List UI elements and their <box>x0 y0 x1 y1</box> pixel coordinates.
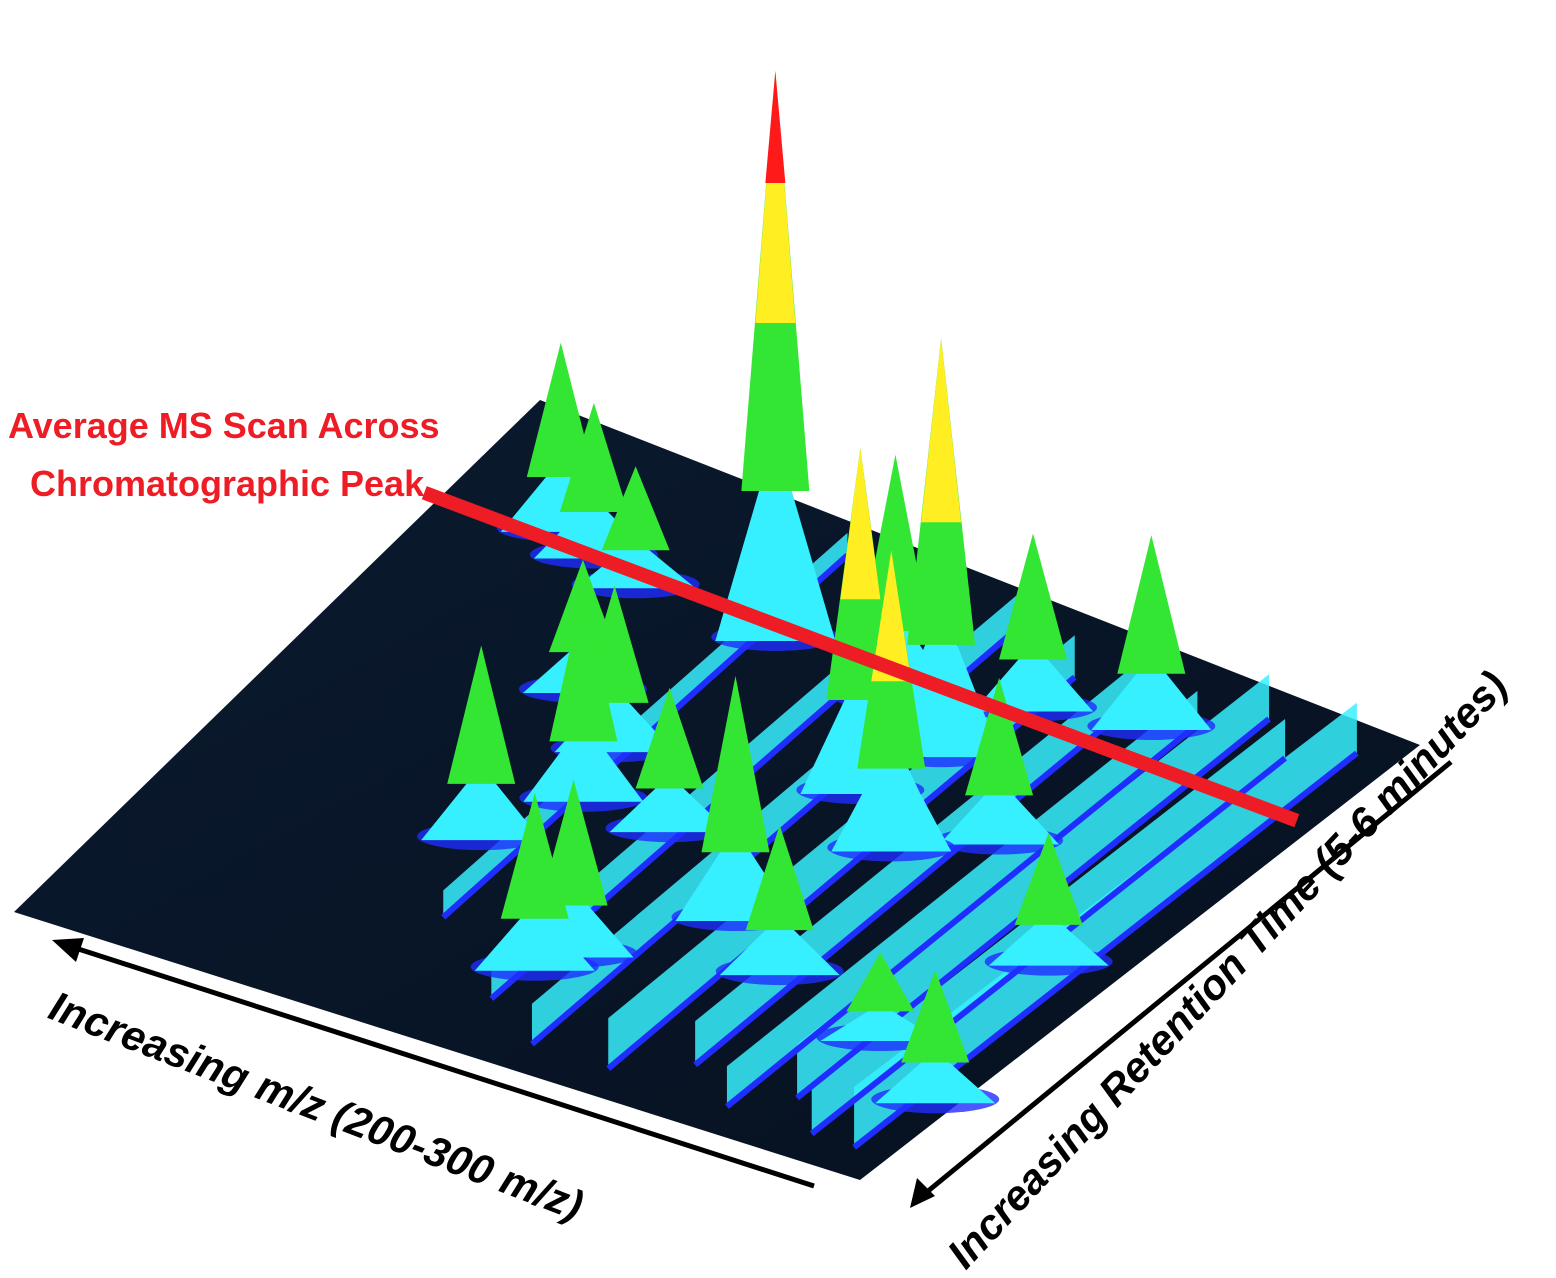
peak-13-band-0 <box>474 901 595 971</box>
peak-9-band-1 <box>701 675 770 853</box>
peak-14-band-0 <box>609 775 730 833</box>
peak-14-band-1 <box>635 687 704 789</box>
peak-0 <box>871 970 1000 1114</box>
peak-16-band-0 <box>523 721 644 802</box>
peak-20-band-1 <box>601 466 670 551</box>
peak-18-band-1 <box>447 645 516 784</box>
y-axis-arrowhead <box>910 1178 935 1208</box>
peak-0-band-1 <box>901 970 970 1063</box>
peak-5-band-0 <box>719 916 840 976</box>
peak-20-band-0 <box>575 539 696 589</box>
peak-15-band-0 <box>715 434 836 641</box>
annotation-line-2: Chromatographic Peak <box>30 463 425 504</box>
peak-5-band-1 <box>745 825 814 931</box>
peak-7-band-1 <box>999 533 1068 660</box>
peak-15-band-3 <box>765 70 786 183</box>
peak-16-band-1 <box>549 590 618 742</box>
peak-6 <box>827 550 956 862</box>
peak-13 <box>470 792 599 981</box>
peak-13-band-1 <box>500 792 569 919</box>
peak-0-band-0 <box>875 1050 996 1104</box>
peak-18-band-0 <box>421 765 542 841</box>
peak-2-band-1 <box>846 952 915 1012</box>
peak-8-band-2 <box>921 338 962 523</box>
peak-14 <box>605 687 734 843</box>
peak-layer <box>417 70 1216 1114</box>
annotation-line-1: Average MS Scan Across <box>8 405 440 446</box>
axes-layer <box>52 760 1453 1208</box>
peak-6-band-2 <box>871 550 912 682</box>
peak-15-band-2 <box>755 70 796 323</box>
ridge-0 <box>854 702 1357 1148</box>
peak-2-band-0 <box>820 1003 941 1042</box>
peak-4-band-1 <box>965 677 1034 796</box>
x-axis-arrowhead <box>52 938 84 962</box>
peak-21-band-1 <box>559 402 628 513</box>
peak-22-band-1 <box>526 342 595 478</box>
peak-1-band-1 <box>1014 832 1083 925</box>
y-axis-arrow <box>920 760 1453 1198</box>
peak-3-band-0 <box>1091 655 1212 730</box>
peak-6-band-0 <box>831 739 952 852</box>
peak-16 <box>519 590 648 812</box>
ridge-3 <box>726 690 1198 1107</box>
peak-5 <box>715 825 844 986</box>
peak-15 <box>711 70 840 651</box>
ridge-base-3 <box>725 722 1200 1109</box>
average-scan-line <box>421 486 1300 828</box>
peak-3-band-1 <box>1117 535 1186 674</box>
peak-1-band-0 <box>988 912 1109 966</box>
peak-4-band-0 <box>939 779 1060 845</box>
peak-1 <box>984 832 1113 976</box>
peak-18 <box>417 645 546 851</box>
x-axis-arrow <box>65 942 815 1189</box>
peak-10-band-2 <box>840 448 881 600</box>
peak-4 <box>935 677 1064 855</box>
peak-3 <box>1087 535 1216 740</box>
